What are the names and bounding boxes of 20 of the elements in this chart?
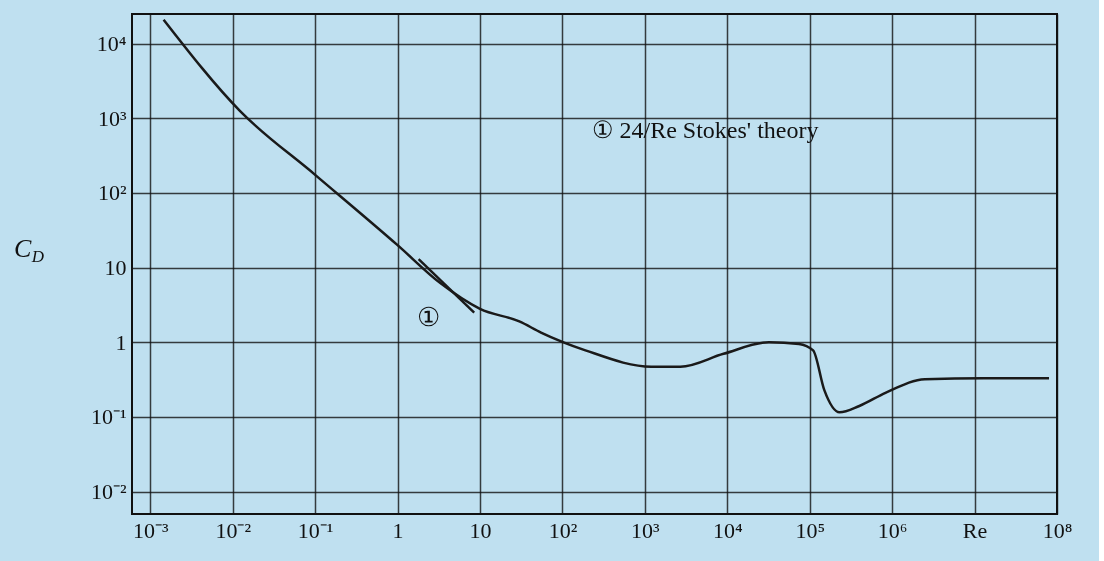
y-tick-label: 10⁴: [96, 31, 127, 57]
x-tick-label: 10: [469, 517, 492, 543]
y-tick-label: 10⁻²: [90, 479, 127, 505]
x-tick-label: 10³: [631, 517, 661, 543]
x-tick-label: 1: [392, 517, 404, 543]
annotation: ①: [416, 303, 440, 332]
x-tick-label: Re: [962, 517, 988, 543]
x-tick-label: 10⁻²: [215, 517, 252, 543]
x-tick-label: 10⁸: [1042, 517, 1073, 543]
x-tick-label: 10⁶: [877, 517, 908, 543]
y-tick-label: 10²: [97, 180, 127, 206]
y-tick-label: 10⁻¹: [90, 404, 127, 430]
y-tick-label: 1: [115, 329, 127, 355]
x-tick-label: 10²: [548, 517, 578, 543]
x-tick-label: 10⁴: [712, 517, 743, 543]
x-tick-label: 10⁵: [795, 517, 826, 543]
y-tick-label: 10³: [97, 105, 127, 131]
x-tick-label: 10⁻³: [132, 517, 169, 543]
y-tick-label: 10: [104, 255, 127, 281]
x-tick-label: 10⁻¹: [297, 517, 334, 543]
